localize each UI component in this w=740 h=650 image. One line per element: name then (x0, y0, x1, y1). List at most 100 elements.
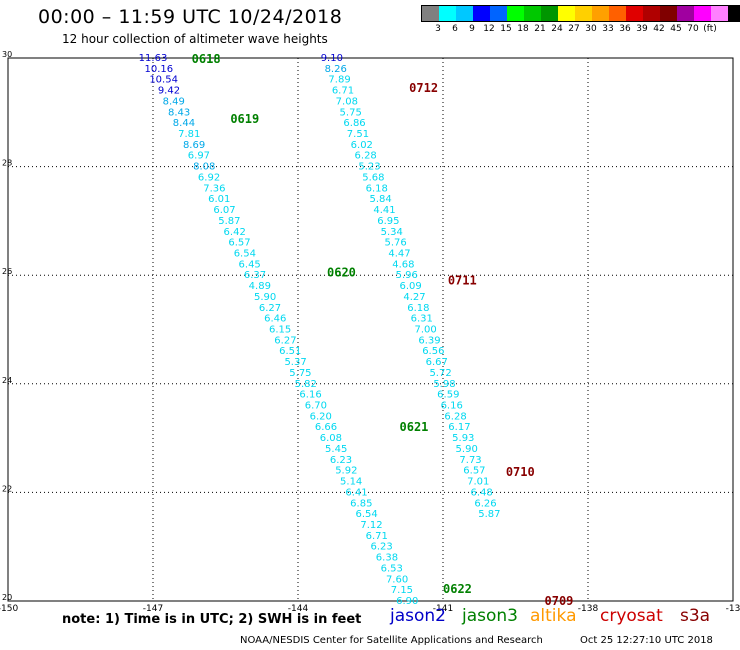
legend-swatch (711, 6, 728, 21)
swh-value-label: 4.27 (403, 292, 425, 303)
swh-value-label: 5.92 (335, 466, 357, 477)
swh-value-label: 6.53 (381, 563, 403, 574)
legend-swatch (473, 6, 490, 21)
swh-value-label: 6.08 (320, 433, 342, 444)
map-title: 00:00 – 11:59 UTC 10/24/2018 (38, 6, 343, 28)
swh-value-label: 7.01 (467, 477, 489, 488)
swh-value-label: 6.27 (259, 303, 281, 314)
track-time-label: 0618 (192, 52, 221, 66)
swh-value-label: 7.15 (391, 585, 413, 596)
swh-value-label: 6.41 (345, 487, 367, 498)
swh-value-label: 8.43 (168, 107, 190, 118)
swh-value-label: 7.89 (328, 75, 350, 86)
swh-value-label: 7.36 (203, 183, 225, 194)
swh-value-label: 6.97 (188, 151, 210, 162)
legend-swatch (456, 6, 473, 21)
legend-swatch (677, 6, 694, 21)
swh-value-label: 6.57 (228, 238, 250, 249)
legend-swatch (592, 6, 609, 21)
swh-value-label: 6.70 (305, 401, 327, 412)
legend-sat-s3a: s3a (680, 606, 711, 626)
legend-tick-label: 36 (619, 24, 631, 34)
swh-value-label: 5.14 (340, 477, 362, 488)
legend-tick-label: (ft) (703, 24, 717, 34)
y-tick-label: 28 (2, 159, 12, 168)
swh-value-label: 5.37 (284, 357, 306, 368)
credit-line: NOAA/NESDIS Center for Satellite Applica… (240, 635, 543, 646)
swh-value-label: 5.72 (429, 368, 451, 379)
legend-swatch (524, 6, 541, 21)
swh-value-label: 8.26 (325, 64, 347, 75)
swh-value-label: 7.12 (360, 520, 382, 531)
track-time-label: 0712 (409, 81, 438, 95)
swh-value-label: 6.45 (239, 259, 261, 270)
swh-value-label: 6.18 (407, 303, 429, 314)
track-time-label: 0621 (400, 420, 429, 434)
legend-swatch (422, 6, 439, 21)
swh-value-label: 9.10 (321, 53, 343, 64)
swh-value-label: 8.69 (183, 140, 205, 151)
legend-swatch (694, 6, 711, 21)
legend-tick-label: 9 (469, 24, 475, 34)
legend-sat-jason3: jason3 (462, 606, 518, 626)
swh-value-label: 11.63 (139, 53, 168, 64)
swh-value-label: 6.16 (441, 401, 463, 412)
legend-tick-label: 45 (670, 24, 682, 34)
legend-tick-label: 12 (483, 24, 495, 34)
legend-tick-labels: 3 6 9 12 15 18 21 24 27 30 33 36 39 42 45 70 (ft) (421, 22, 740, 36)
swh-value-label: 4.47 (388, 248, 410, 259)
x-tick-label: -13 (726, 604, 740, 614)
swh-value-label: 5.90 (456, 444, 478, 455)
swh-value-label: 5.76 (385, 238, 407, 249)
y-tick-label: 30 (2, 50, 12, 59)
legend-swatch (609, 6, 626, 21)
swh-value-label: 7.73 (459, 455, 481, 466)
swh-value-label: 6.92 (198, 172, 220, 183)
swh-value-label: 6.71 (332, 86, 354, 97)
swh-value-label: 8.08 (193, 162, 215, 173)
legend-color-bar (421, 5, 740, 22)
color-legend: 3 6 9 12 15 18 21 24 27 30 33 36 39 42 45 70 (ft) (421, 5, 740, 36)
swh-value-label: 5.68 (362, 172, 384, 183)
x-tick-label: -150 (0, 604, 18, 614)
swh-value-label: 6.15 (269, 325, 291, 336)
swh-value-label: 7.81 (178, 129, 200, 140)
swh-value-label: 6.56 (422, 346, 444, 357)
legend-tick-label: 18 (517, 24, 529, 34)
y-tick-label: 22 (2, 484, 12, 493)
swh-value-label: 5.84 (370, 194, 392, 205)
swh-value-label: 6.86 (343, 118, 365, 129)
legend-sat-cryosat: cryosat (600, 606, 663, 626)
swh-value-label: 4.89 (249, 281, 271, 292)
map-frame (7, 57, 734, 602)
swh-value-label: 6.90 (396, 596, 418, 607)
swh-value-label: 6.26 (474, 498, 496, 509)
legend-tick-label: 24 (551, 24, 563, 34)
legend-tick-label: 3 (435, 24, 441, 34)
footer-note: note: 1) Time is in UTC; 2) SWH is in fe… (62, 612, 362, 627)
swh-value-label: 6.95 (377, 216, 399, 227)
swh-value-label: 6.23 (330, 455, 352, 466)
swh-value-label: 8.49 (163, 96, 185, 107)
swh-value-label: 5.87 (218, 216, 240, 227)
legend-swatch (490, 6, 507, 21)
swh-value-label: 8.44 (173, 118, 195, 129)
swh-value-label: 5.87 (478, 509, 500, 520)
swh-value-label: 6.28 (444, 411, 466, 422)
legend-swatch (626, 6, 643, 21)
swh-value-label: 4.41 (373, 205, 395, 216)
swh-value-label: 6.42 (224, 227, 246, 238)
legend-tick-label: 39 (636, 24, 648, 34)
track-time-label: 0619 (230, 112, 259, 126)
legend-tick-label: 15 (500, 24, 512, 34)
track-time-label: 0710 (506, 465, 535, 479)
legend-swatch (507, 6, 524, 21)
swh-value-label: 6.37 (244, 270, 266, 281)
x-tick-label: -141 (433, 604, 453, 614)
swh-value-label: 6.01 (208, 194, 230, 205)
legend-tick-label: 30 (585, 24, 597, 34)
swh-value-label: 5.96 (396, 270, 418, 281)
swh-value-label: 6.02 (351, 140, 373, 151)
legend-tick-label: 6 (452, 24, 458, 34)
